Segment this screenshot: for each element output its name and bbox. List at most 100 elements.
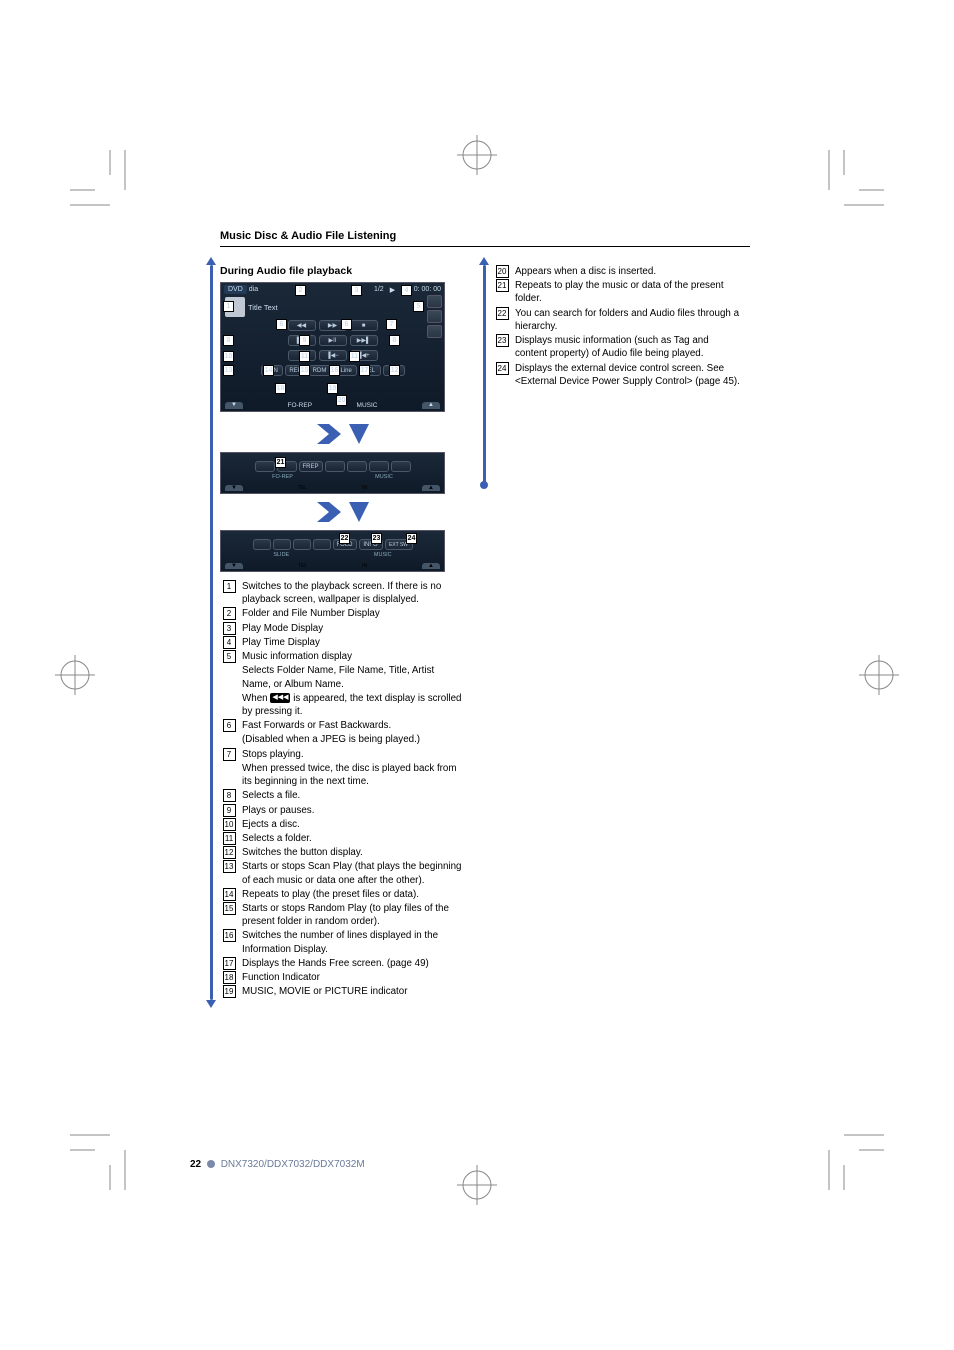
list-number: 15 [220, 902, 238, 928]
list-number: 23 [493, 334, 511, 360]
strip-button[interactable] [391, 461, 411, 472]
list-text: Switches the number of lines displayed i… [238, 929, 465, 955]
list-text: (Disabled when a JPEG is being played.) [238, 733, 465, 746]
list-number: 4 [220, 636, 238, 649]
callout-23: 23 [371, 533, 382, 544]
model-label: DNX7320/DDX7032/DDX7032M [221, 1159, 365, 1170]
list-item: When ◀◀◀ is appeared, the text display i… [220, 692, 465, 718]
list-item: 24Displays the external device control s… [493, 362, 743, 388]
callout-22: 22 [339, 533, 350, 544]
list-number: 14 [220, 888, 238, 901]
callout-21: 21 [275, 457, 286, 468]
next-button[interactable]: ▶▶▌ [350, 335, 378, 346]
crop-mark [70, 150, 130, 210]
list-item: When pressed twice, the disc is played b… [220, 762, 465, 788]
tab-down[interactable]: ▼ [225, 485, 243, 491]
callout-6b: 6 [341, 319, 352, 330]
source-label: DVD [224, 285, 247, 294]
continuation-arrows [220, 500, 465, 524]
folder-prev-button[interactable]: ▐◀− [319, 350, 347, 361]
strip-button[interactable] [347, 461, 367, 472]
forep-label: FO-REP [272, 474, 293, 480]
player-screenshot: DVD dia 1/2 ▶ P 0: 00: 00 Title Text ◀◀ … [220, 282, 445, 412]
tab-down[interactable]: ▼ [225, 402, 243, 409]
play-icon: ▶ [390, 286, 395, 294]
registration-mark [457, 1165, 497, 1205]
strip-button[interactable] [313, 539, 331, 550]
list-item: 23Displays music information (such as Ta… [493, 334, 743, 360]
registration-mark [859, 655, 899, 695]
list-item: 8Selects a file. [220, 789, 465, 802]
list-text: Displays the Hands Free screen. (page 49… [238, 957, 465, 970]
list-number: 5 [220, 650, 238, 663]
frep-button[interactable]: FREP [299, 461, 323, 472]
rewind-button[interactable]: ◀◀ [288, 320, 316, 331]
callout-12: 12 [389, 365, 400, 376]
strip-button[interactable] [255, 461, 275, 472]
callout-5: 5 [413, 301, 424, 312]
side-button[interactable] [427, 310, 442, 323]
callout-19: 19 [327, 383, 338, 394]
list-item: 19MUSIC, MOVIE or PICTURE indicator [220, 985, 465, 998]
list-text: Starts or stops Random Play (to play fil… [238, 902, 465, 928]
list-item: 21Repeats to play the music or data of t… [493, 279, 743, 305]
side-button[interactable] [427, 295, 442, 308]
list-item: 22You can search for folders and Audio f… [493, 307, 743, 333]
list-text: Music information display [238, 650, 465, 663]
rdm-button[interactable]: RDM [309, 365, 331, 376]
stop-button[interactable]: ■ [350, 320, 378, 331]
list-number: 9 [220, 804, 238, 817]
callout-4: 4 [401, 285, 412, 296]
list-number: 2 [220, 607, 238, 620]
list-item: 1Switches to the playback screen. If the… [220, 580, 465, 606]
list-item: 12Switches the button display. [220, 846, 465, 859]
crop-mark [70, 1130, 130, 1190]
strip-button[interactable] [253, 539, 271, 550]
list-text: Selects a file. [238, 789, 465, 802]
list-item: 7Stops playing. [220, 748, 465, 761]
playpause-button[interactable]: ▶II [319, 335, 347, 346]
list-item: 13Starts or stops Scan Play (that plays … [220, 860, 465, 886]
list-item: 11Selects a folder. [220, 832, 465, 845]
list-item: 4Play Time Display [220, 636, 465, 649]
callout-9: 9 [299, 335, 310, 346]
list-text: Ejects a disc. [238, 818, 465, 831]
strip-button[interactable] [325, 461, 345, 472]
tab-down[interactable]: ▼ [225, 563, 243, 569]
callout-2: 2 [295, 285, 306, 296]
list-number [220, 664, 238, 690]
tab-up[interactable]: ▲ [422, 402, 440, 409]
description-list: 20Appears when a disc is inserted.21Repe… [493, 265, 743, 388]
callout-7: 7 [386, 319, 397, 330]
list-number: 16 [220, 929, 238, 955]
list-text: Stops playing. [238, 748, 465, 761]
side-button[interactable] [427, 325, 442, 338]
arrow-icon [206, 1000, 216, 1008]
time-label: 0: 00: 00 [414, 286, 441, 293]
strip-button[interactable] [273, 539, 291, 550]
list-number: 20 [493, 265, 511, 278]
crop-mark [824, 1130, 884, 1190]
list-number: 1 [220, 580, 238, 606]
crop-mark [824, 150, 884, 210]
music-label: MUSIC [375, 474, 393, 480]
callout-20: 20 [336, 395, 347, 406]
description-list: 1Switches to the playback screen. If the… [220, 580, 465, 999]
callout-13: 13 [223, 365, 234, 376]
strip-button[interactable] [369, 461, 389, 472]
continuation-arrows [220, 422, 465, 446]
list-number [220, 692, 238, 718]
list-number: 13 [220, 860, 238, 886]
list-text: Play Mode Display [238, 622, 465, 635]
tab-up[interactable]: ▲ [422, 563, 440, 569]
tab-up[interactable]: ▲ [422, 485, 440, 491]
list-number: 8 [220, 789, 238, 802]
arrow-icon [206, 257, 216, 265]
list-number: 17 [220, 957, 238, 970]
in-label: IN [362, 485, 367, 491]
registration-mark [457, 135, 497, 175]
strip-button[interactable] [293, 539, 311, 550]
list-number: 19 [220, 985, 238, 998]
list-item: 5Music information display [220, 650, 465, 663]
list-text: Folder and File Number Display [238, 607, 465, 620]
